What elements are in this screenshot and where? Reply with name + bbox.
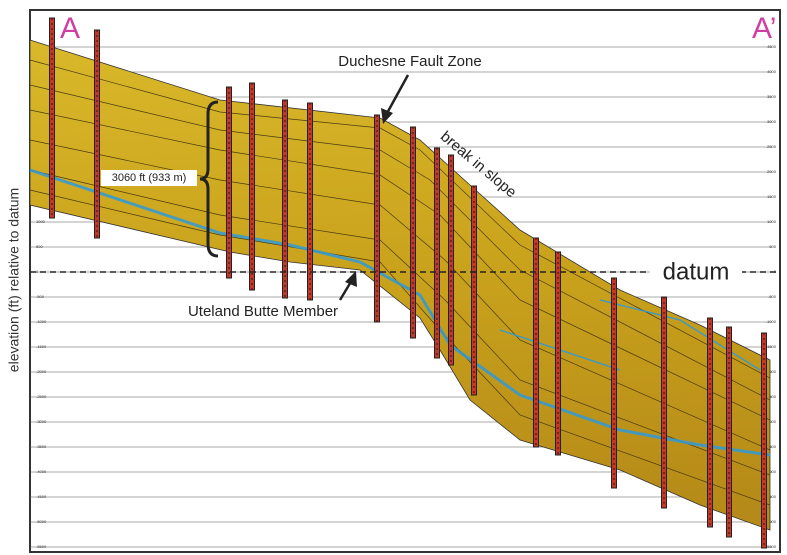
tick-label: 2000 bbox=[767, 169, 777, 174]
end-label: A bbox=[60, 12, 80, 45]
tick-label: -1000 bbox=[766, 319, 777, 324]
tick-label: -1500 bbox=[766, 344, 777, 349]
tick-label: 4000 bbox=[767, 69, 777, 74]
tick-label: 1500 bbox=[767, 194, 777, 199]
tick-label: 1000 bbox=[36, 219, 46, 224]
datum-label: datum bbox=[663, 258, 730, 285]
tick-label: -4500 bbox=[36, 494, 47, 499]
tick-label: 3500 bbox=[767, 94, 777, 99]
tick-label: 500 bbox=[769, 244, 776, 249]
tick-label: 500 bbox=[36, 244, 43, 249]
well bbox=[283, 100, 288, 298]
tick-label: -2500 bbox=[36, 394, 47, 399]
tick-label: 3000 bbox=[767, 119, 777, 124]
axis-label: elevation (ft) relative to datum bbox=[6, 188, 22, 372]
tick-label: -500 bbox=[36, 294, 45, 299]
tick-label: -500 bbox=[768, 294, 777, 299]
end-label: A’ bbox=[752, 12, 776, 45]
well bbox=[308, 103, 313, 300]
tick-label: 2500 bbox=[767, 144, 777, 149]
tick-label: -5000 bbox=[36, 519, 47, 524]
tick-label: -4000 bbox=[36, 469, 47, 474]
tick-label: -3500 bbox=[36, 444, 47, 449]
tick-label: -3000 bbox=[36, 419, 47, 424]
tick-label: -5500 bbox=[766, 544, 777, 549]
fault-label: Duchesne Fault Zone bbox=[338, 53, 481, 70]
tick-label: -1500 bbox=[36, 344, 47, 349]
well bbox=[762, 333, 767, 548]
member-label: Uteland Butte Member bbox=[188, 303, 338, 320]
tick-label: -5500 bbox=[36, 544, 47, 549]
tick-label: 1000 bbox=[767, 219, 777, 224]
thickness-label: 3060 ft (933 m) bbox=[112, 172, 187, 184]
tick-label: -2000 bbox=[36, 369, 47, 374]
tick-label: -1000 bbox=[36, 319, 47, 324]
cross-section: 4500450040004000350035003000300025002500… bbox=[0, 0, 787, 555]
